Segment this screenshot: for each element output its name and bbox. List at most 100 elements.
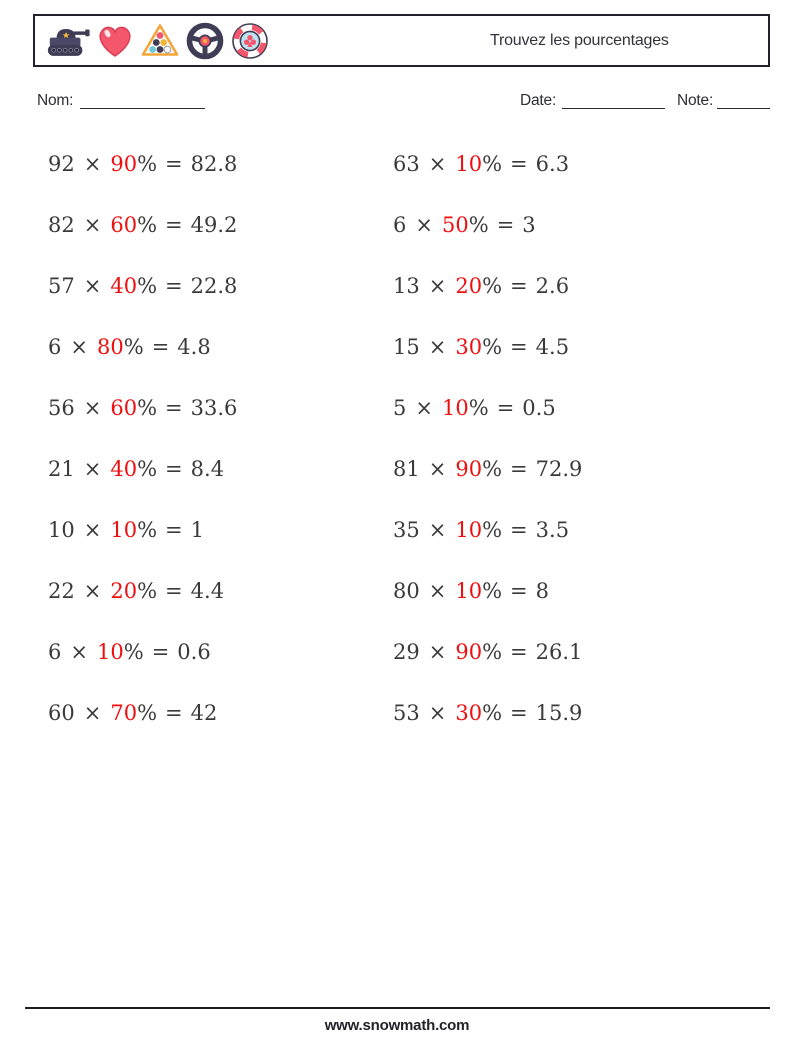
equals-sign: = [496, 213, 515, 237]
problem-row: 15 × 30% = 4.5 [393, 335, 582, 396]
percent-value: 90 [455, 457, 483, 481]
percent-sign: % [137, 213, 158, 237]
multiply-sign: × [83, 579, 102, 603]
multiply-sign: × [428, 579, 447, 603]
problem-row: 5 × 10% = 0.5 [393, 396, 582, 457]
percent-sign: % [482, 701, 503, 725]
equals-sign: = [165, 701, 183, 725]
result-value: 33.6 [190, 396, 238, 420]
result-value: 15.9 [535, 701, 583, 725]
heart-icon [94, 21, 136, 61]
operand-value: 35 [393, 518, 420, 542]
equals-sign: = [165, 274, 183, 298]
equals-sign: = [510, 274, 528, 298]
equals-sign: = [165, 457, 183, 481]
percent-sign: % [137, 701, 158, 725]
percent-value: 60 [110, 396, 138, 420]
header-box: Trouvez les pourcentages [33, 14, 770, 67]
multiply-sign: × [428, 518, 447, 542]
percent-value: 50 [441, 213, 469, 237]
problem-row: 22 × 20% = 4.4 [48, 579, 237, 640]
percent-sign: % [137, 518, 158, 542]
equals-sign: = [510, 701, 528, 725]
date-label: Date: [520, 92, 557, 109]
equals-sign: = [165, 579, 183, 603]
equals-sign: = [151, 640, 170, 664]
result-value: 49.2 [190, 213, 238, 237]
equals-sign: = [496, 396, 515, 420]
multiply-sign: × [428, 335, 447, 359]
equals-sign: = [165, 518, 183, 542]
poker-chip-icon [229, 21, 271, 61]
result-value: 3.5 [535, 518, 570, 542]
percent-sign: % [137, 579, 158, 603]
worksheet-title: Trouvez les pourcentages [490, 31, 669, 49]
multiply-sign: × [83, 701, 102, 725]
operand-value: 21 [48, 457, 75, 481]
multiply-sign: × [415, 213, 433, 237]
percent-value: 10 [96, 640, 124, 664]
note-label: Note: [677, 92, 714, 109]
billiards-rack-icon [139, 21, 181, 61]
problem-row: 10 × 10% = 1 [48, 518, 237, 579]
footer-divider [25, 1007, 770, 1009]
percent-value: 80 [96, 335, 124, 359]
percent-sign: % [482, 640, 503, 664]
percent-sign: % [137, 396, 158, 420]
multiply-sign: × [428, 152, 447, 176]
percent-value: 10 [455, 152, 483, 176]
multiply-sign: × [83, 152, 102, 176]
problem-row: 57 × 40% = 22.8 [48, 274, 237, 335]
equals-sign: = [510, 457, 528, 481]
percent-sign: % [482, 274, 503, 298]
date-blank-line [562, 95, 665, 109]
problem-row: 80 × 10% = 8 [393, 579, 582, 640]
problem-row: 35 × 10% = 3.5 [393, 518, 582, 579]
multiply-sign: × [428, 457, 447, 481]
result-value: 6.3 [535, 152, 570, 176]
multiply-sign: × [83, 396, 102, 420]
result-value: 2.6 [535, 274, 570, 298]
problem-row: 53 × 30% = 15.9 [393, 701, 582, 762]
operand-value: 80 [393, 579, 420, 603]
percent-sign: % [137, 274, 158, 298]
operand-value: 15 [393, 335, 420, 359]
problem-row: 56 × 60% = 33.6 [48, 396, 237, 457]
problem-row: 60 × 70% = 42 [48, 701, 237, 762]
result-value: 22.8 [190, 274, 238, 298]
problem-row: 13 × 20% = 2.6 [393, 274, 582, 335]
problems-column-right: 63 × 10% = 6.3 6 × 50% = 3 13 × 20% = 2.6 15 × 30% = 4.5 5 × 1… [393, 152, 582, 762]
equals-sign: = [151, 335, 170, 359]
percent-value: 40 [110, 274, 138, 298]
operand-value: 81 [393, 457, 420, 481]
equals-sign: = [165, 213, 183, 237]
problem-row: 81 × 90% = 72.9 [393, 457, 582, 518]
multiply-sign: × [83, 213, 102, 237]
equals-sign: = [510, 335, 528, 359]
problems-column-left: 92 × 90% = 82.8 82 × 60% = 49.2 57 × 40% = 22.8 6 × 80% = 4… [48, 152, 237, 762]
tank-icon [45, 21, 91, 61]
footer-website: www.snowmath.com [324, 1017, 470, 1034]
percent-value: 30 [455, 701, 483, 725]
percent-value: 30 [455, 335, 483, 359]
percent-sign: % [482, 457, 503, 481]
percent-value: 20 [455, 274, 483, 298]
name-blank-line [80, 95, 205, 109]
operand-value: 53 [393, 701, 420, 725]
steering-wheel-icon [184, 21, 226, 61]
equals-sign: = [510, 518, 528, 542]
operand-value: 6 [48, 640, 62, 664]
operand-value: 56 [48, 396, 75, 420]
operand-value: 63 [393, 152, 420, 176]
percent-value: 10 [441, 396, 469, 420]
problem-row: 82 × 60% = 49.2 [48, 213, 237, 274]
problem-row: 6 × 80% = 4.8 [48, 335, 237, 396]
percent-value: 90 [110, 152, 138, 176]
result-value: 0.5 [522, 396, 556, 420]
equals-sign: = [510, 152, 528, 176]
operand-value: 92 [48, 152, 75, 176]
multiply-sign: × [83, 274, 102, 298]
percent-sign: % [137, 152, 158, 176]
multiply-sign: × [70, 640, 88, 664]
result-value: 4.4 [190, 579, 225, 603]
